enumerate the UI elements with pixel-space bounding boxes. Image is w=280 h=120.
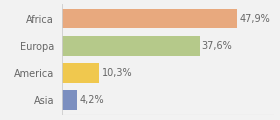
Bar: [62, 36, 200, 56]
Text: 10,3%: 10,3%: [102, 68, 132, 78]
Bar: [62, 90, 77, 110]
Text: 4,2%: 4,2%: [79, 95, 104, 105]
Text: 47,9%: 47,9%: [240, 14, 270, 24]
Bar: [62, 63, 99, 83]
Text: 37,6%: 37,6%: [202, 41, 232, 51]
Bar: [62, 9, 237, 28]
